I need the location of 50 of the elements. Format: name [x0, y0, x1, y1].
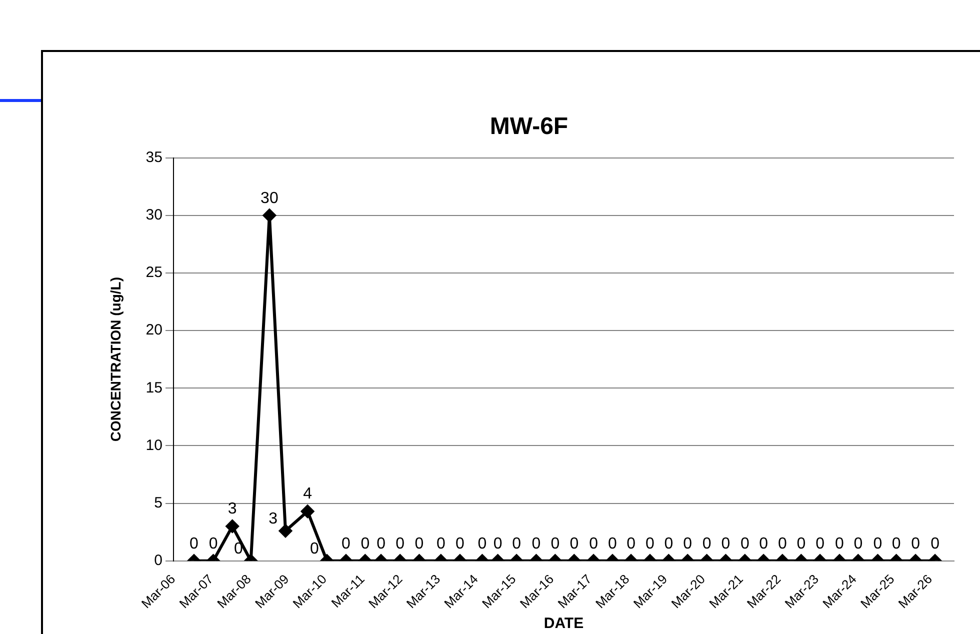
y-axis-title: CONCENTRATION (ug/L): [107, 277, 124, 442]
data-label: 0: [208, 535, 218, 552]
data-label: 0: [626, 535, 636, 552]
data-label: 0: [190, 535, 199, 552]
data-label: 0: [816, 535, 825, 552]
data-label: 0: [930, 535, 940, 552]
data-label: 0: [456, 535, 465, 552]
data-label: 0: [702, 535, 712, 552]
data-label: 0: [683, 535, 692, 552]
data-label: 0: [478, 535, 487, 552]
data-label: 3: [228, 500, 237, 518]
data-label: 4: [303, 486, 312, 503]
data-label: 0: [873, 535, 882, 552]
data-label: 0: [310, 540, 320, 558]
y-tick-label: 30: [146, 206, 162, 224]
y-tick-label: 0: [154, 552, 162, 569]
data-label: 0: [796, 535, 806, 552]
data-label: 0: [835, 535, 844, 552]
chart-title: MW-6F: [490, 113, 568, 140]
data-label: 0: [721, 535, 730, 552]
y-tick-label: 10: [146, 436, 162, 454]
data-label: 0: [646, 535, 655, 552]
data-label: 0: [396, 535, 405, 552]
data-label: 0: [376, 535, 386, 552]
y-tick-label: 15: [146, 379, 162, 396]
y-tick-label: 35: [146, 148, 162, 166]
data-label: 0: [493, 535, 502, 552]
data-label: 0: [740, 535, 750, 552]
data-label: 0: [778, 535, 787, 552]
data-label: 0: [436, 535, 446, 552]
data-label: 0: [360, 535, 370, 552]
data-label: 0: [589, 535, 598, 552]
data-label: 0: [608, 535, 618, 552]
data-label: 3: [268, 510, 278, 528]
data-label: 0: [892, 535, 901, 552]
y-tick-label: 5: [154, 494, 162, 512]
data-label: 0: [570, 535, 579, 552]
data-label: 0: [550, 535, 560, 552]
x-axis-title: DATE: [544, 615, 584, 632]
data-label: 0: [664, 535, 674, 552]
data-label: 0: [759, 535, 768, 552]
data-label: 0: [342, 535, 351, 552]
y-tick-label: 25: [146, 264, 162, 282]
data-label: 0: [854, 535, 863, 552]
data-label: 0: [532, 535, 541, 552]
y-tick-label: 20: [146, 322, 162, 339]
data-label: 0: [512, 535, 522, 552]
data-label: 30: [260, 190, 278, 207]
data-label: 0: [414, 535, 424, 552]
data-label: 0: [911, 535, 920, 552]
